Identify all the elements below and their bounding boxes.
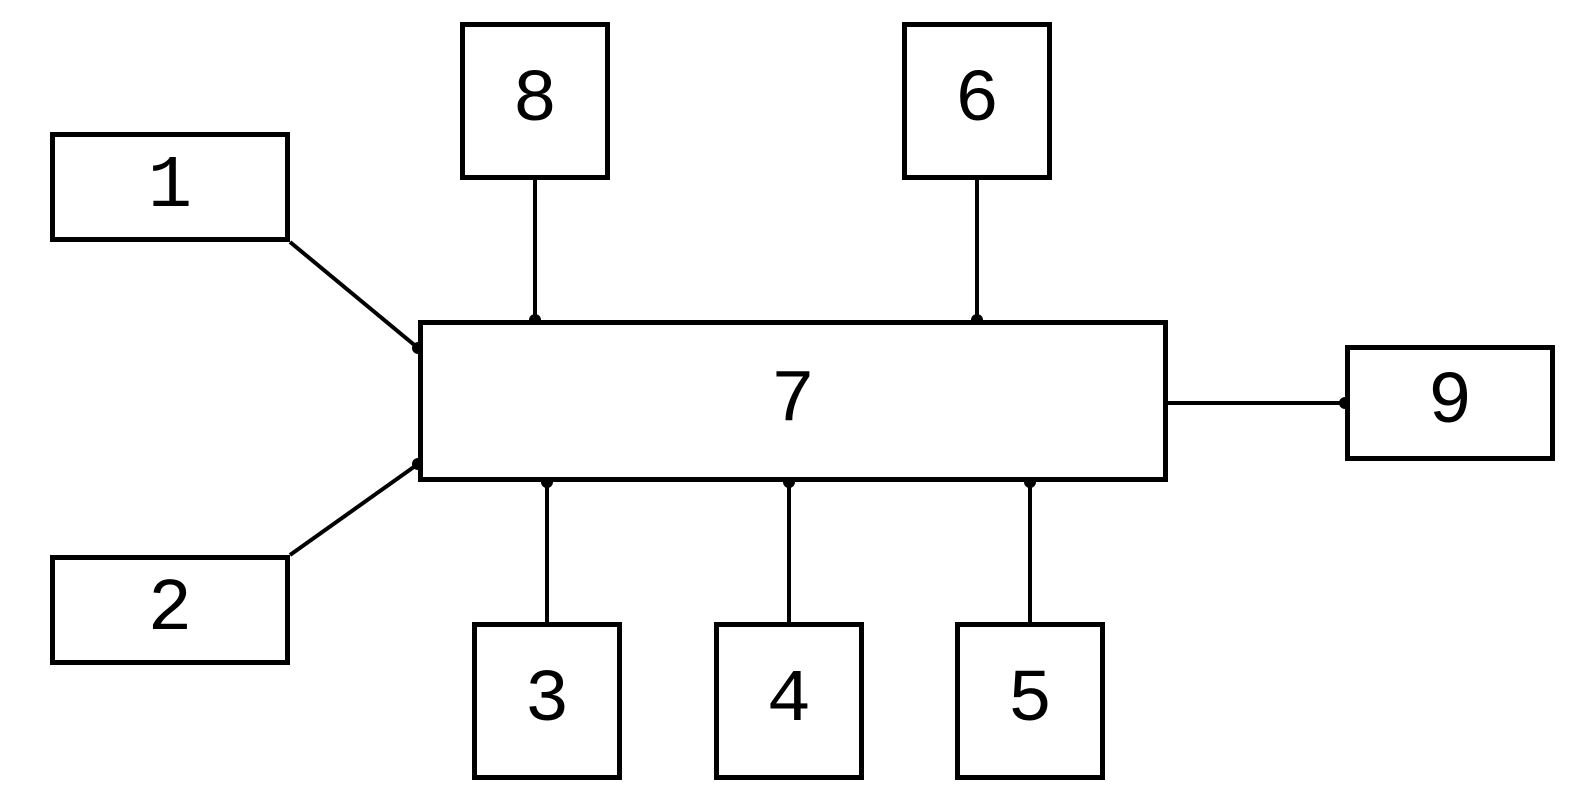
node-4-label: 4	[767, 664, 811, 738]
node-4: 4	[714, 622, 864, 780]
node-8-label: 8	[513, 64, 557, 138]
node-3-label: 3	[525, 664, 569, 738]
node-7: 7	[418, 320, 1168, 482]
node-5: 5	[955, 622, 1105, 780]
node-6-label: 6	[955, 64, 999, 138]
node-5-label: 5	[1008, 664, 1052, 738]
node-6: 6	[902, 22, 1052, 180]
node-8: 8	[460, 22, 610, 180]
diagram-stage: 1 2 8 6 7 9 3 4 5	[0, 0, 1596, 808]
node-2-label: 2	[148, 573, 192, 647]
node-9-label: 9	[1428, 366, 1472, 440]
node-2: 2	[50, 555, 290, 665]
node-1-label: 1	[148, 150, 192, 224]
node-7-label: 7	[771, 364, 815, 438]
node-1: 1	[50, 132, 290, 242]
node-9: 9	[1345, 345, 1555, 461]
node-3: 3	[472, 622, 622, 780]
